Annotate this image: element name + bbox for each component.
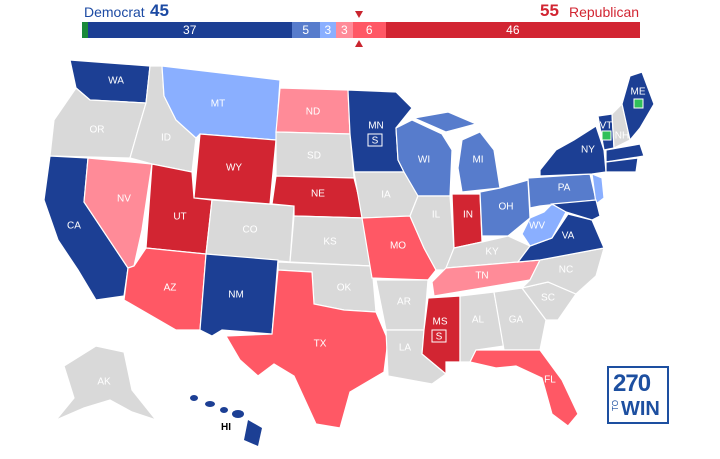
state-fl[interactable] [469,349,579,427]
state-label-tn: TN [475,271,488,282]
logo-win: WIN [621,398,660,420]
state-label-mn: MN [368,121,384,132]
bar-segment-rep-likely: 6 [352,22,386,38]
state-label-ak: AK [97,377,111,388]
state-md[interactable] [550,199,601,221]
state-tx[interactable] [224,269,389,429]
state-label-ny: NY [581,145,595,156]
state-label-sc: SC [541,293,555,304]
state-label-ky: KY [485,247,499,258]
independent-marker-me [633,98,644,109]
state-label-la: LA [399,343,412,354]
state-wv[interactable] [521,203,567,247]
democrat-total: 45 [150,1,169,20]
majority-marker-bottom [355,40,363,47]
bar-segment-rep-lean: 3 [336,22,353,38]
state-label-mt: MT [211,99,225,110]
democrat-label: Democrat [84,4,145,20]
state-label-ms: MS [433,317,448,328]
state-label-ks: KS [323,237,337,248]
state-label-oh: OH [499,202,514,213]
state-label-nc: NC [559,265,573,276]
independent-marker-vt [601,130,612,141]
state-label-ok: OK [337,283,352,294]
state-ny[interactable] [539,125,607,177]
state-label-ga: GA [509,315,524,326]
bar-segment-dem-lean: 3 [319,22,337,38]
state-label-nv: NV [117,194,131,205]
state-in[interactable] [451,193,483,249]
state-ma[interactable] [605,143,645,163]
us-senate-map: WA OR CA NV ID MT WY UT AZ CO NM ND SD N… [43,59,655,446]
state-label-mo: MO [390,241,406,252]
state-il[interactable] [409,195,455,271]
special-election-box-ms [431,329,447,343]
state-label-co: CO [243,225,258,236]
special-election-box-mn [367,133,383,147]
balance-of-power-header: Democrat 45 55 Republican 37 5 3 3 6 46 [0,0,720,47]
bar-segment-dem-safe: 37 [87,22,292,38]
state-label-tx: TX [314,339,327,350]
special-election-label-mn: S [372,136,379,147]
state-label-ia: IA [381,190,391,201]
logo-number: 270 [613,370,651,397]
state-label-ne: NE [311,189,325,200]
state-label-az: AZ [164,283,177,294]
state-label-hi: HI [221,422,231,433]
state-nm[interactable] [199,253,279,337]
state-label-id: ID [161,133,171,144]
special-election-label-ms: S [436,332,443,343]
state-label-il: IL [432,210,441,221]
state-nj[interactable] [591,173,605,206]
state-label-al: AL [472,315,485,326]
270-to-win-logo: 270 TO WIN [607,366,669,424]
state-label-pa: PA [558,183,571,194]
state-label-ar: AR [397,297,411,308]
state-ct-ri[interactable] [605,157,639,173]
state-hi[interactable] [190,395,262,446]
state-label-nm: NM [228,290,244,301]
state-label-wa: WA [108,76,124,87]
state-label-nd: ND [306,107,320,118]
state-label-wi: WI [418,155,430,166]
state-label-nh: NH [615,131,629,142]
state-label-wy: WY [226,163,242,174]
republican-label: Republican [569,4,640,20]
state-label-ut: UT [173,212,186,223]
state-mi-upper[interactable] [411,111,478,133]
state-label-or: OR [90,125,105,136]
state-label-me: ME [631,87,646,98]
state-label-wv: WV [529,221,545,232]
state-label-mi: MI [472,155,483,166]
bar-segment-dem-holdover [82,22,88,38]
state-ak[interactable] [55,345,158,422]
majority-marker-top [355,11,363,18]
state-label-in: IN [463,210,473,221]
state-label-fl: FL [544,375,556,386]
logo-to: TO [611,400,620,411]
state-label-va: VA [562,231,575,242]
state-label-ca: CA [67,221,81,232]
bar-segment-dem-likely: 5 [291,22,320,38]
seat-bar: 37 5 3 3 6 46 [82,22,640,38]
state-label-vt: VT [600,121,613,132]
republican-total: 55 [540,1,559,20]
state-label-sd: SD [307,151,321,162]
bar-segment-rep-safe: 46 [385,22,640,38]
